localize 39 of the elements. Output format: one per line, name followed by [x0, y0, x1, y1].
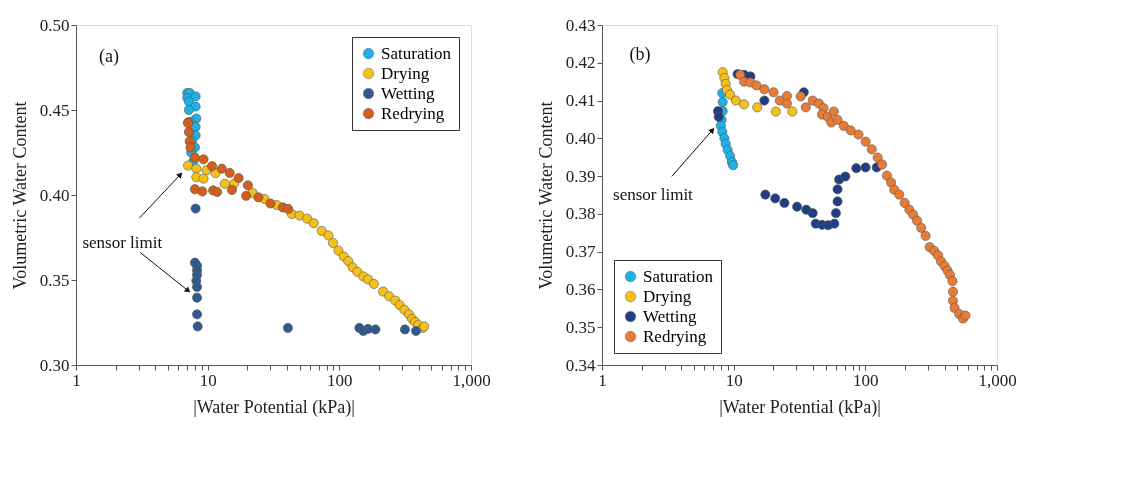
y-tick-label: 0.35 [39, 270, 70, 290]
y-tick-label: 0.30 [39, 355, 70, 375]
legend-label: Wetting [381, 83, 435, 103]
y-tick-label: 0.41 [565, 91, 596, 111]
legend-label: Redrying [381, 103, 445, 123]
y-tick-label: 0.39 [565, 166, 596, 186]
y-tick-label: 0.34 [565, 355, 596, 375]
y-axis-title: Volumetric Water Content [9, 101, 30, 290]
y-tick-label: 0.38 [565, 204, 596, 224]
legend-label: Saturation [381, 43, 452, 63]
y-tick-label: 0.45 [39, 100, 70, 120]
y-axis-title: Volumetric Water Content [535, 101, 556, 290]
annotation: sensor limit [613, 184, 694, 204]
y-tick-label: 0.35 [565, 317, 596, 337]
y-tick-label: 0.50 [39, 15, 70, 35]
y-tick-label: 0.36 [565, 279, 596, 299]
x-tick-label: 100 [853, 370, 879, 390]
x-tick-label: 1 [72, 370, 81, 390]
legend-label: Saturation [643, 266, 714, 286]
legend-label: Drying [643, 286, 692, 306]
annotation: sensor limit [82, 232, 163, 252]
legend-label: Drying [381, 63, 430, 83]
x-tick-label: 1 [598, 370, 607, 390]
y-tick-label: 0.37 [565, 242, 596, 262]
x-tick-label: 10 [199, 370, 217, 390]
x-axis-title: |Water Potential (kPa)| [719, 396, 881, 418]
x-axis-title: |Water Potential (kPa)| [193, 396, 355, 418]
legend-label: Redrying [643, 326, 707, 346]
annotation: (a) [98, 45, 119, 67]
legend-label: Wetting [643, 306, 697, 326]
y-tick-label: 0.40 [39, 185, 70, 205]
x-tick-label: 100 [327, 370, 353, 390]
y-tick-label: 0.43 [565, 15, 596, 35]
annotation: (b) [629, 43, 651, 65]
x-tick-label: 1,000 [452, 370, 491, 390]
y-tick-label: 0.40 [565, 128, 596, 148]
y-tick-label: 0.42 [565, 53, 596, 73]
x-tick-label: 10 [725, 370, 743, 390]
x-tick-label: 1,000 [978, 370, 1017, 390]
